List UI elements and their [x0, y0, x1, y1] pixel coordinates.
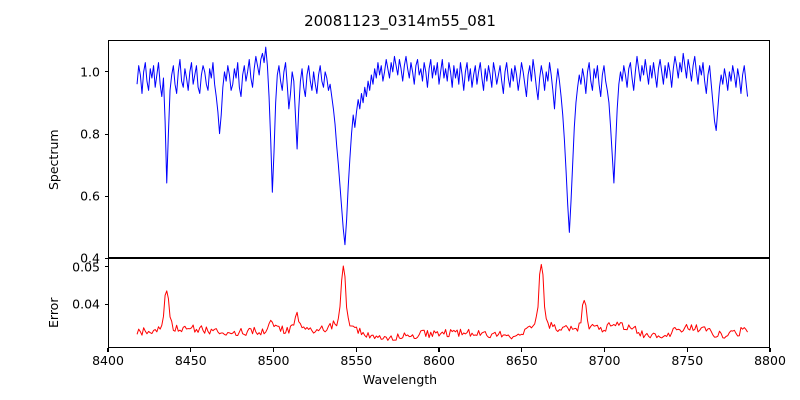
yticklabel-bot-0.05: 0.05 [72, 259, 100, 275]
xticklabel-8400: 8400 [92, 353, 124, 368]
error-plot-area [109, 259, 769, 347]
xticklabel-8750: 8750 [671, 353, 704, 368]
spectrum-plot-area [109, 41, 769, 257]
ytick-top-0.6 [104, 196, 108, 198]
ytick-bot-0.04 [104, 303, 108, 305]
xtick-8650 [521, 348, 523, 352]
xtick-8500 [272, 348, 275, 352]
yticklabel-bot-0.04: 0.04 [72, 296, 100, 312]
xticklabel-8650: 8650 [505, 353, 538, 368]
xtick-8700 [603, 348, 606, 352]
xticklabel-8800: 8800 [754, 353, 786, 368]
xticklabel-8700: 8700 [588, 353, 621, 368]
xticklabel-8450: 8450 [174, 353, 207, 368]
xticklabel-8500: 8500 [257, 353, 290, 368]
xtick-8800 [769, 348, 771, 352]
yticklabel-top-1.0: 1.0 [80, 64, 100, 80]
xticklabel-8550: 8550 [340, 353, 373, 368]
spectrum-axis-label: Spectrum [46, 129, 61, 190]
xtick-8450 [190, 348, 192, 352]
xtick-8400 [107, 348, 109, 352]
xtick-8750 [686, 348, 688, 352]
ytick-bot-0.05 [104, 266, 108, 268]
xtick-8600 [438, 348, 440, 352]
wavelength-axis-label: Wavelength [362, 372, 438, 387]
spectrum-axes [108, 40, 770, 258]
ytick-top-0.4 [104, 258, 108, 260]
error-axes [108, 258, 770, 348]
error-axis-label: Error [46, 297, 61, 328]
xticklabel-8600: 8600 [423, 353, 455, 368]
yticklabel-top-0.8: 0.8 [80, 126, 100, 142]
ytick-top-0.8 [104, 133, 108, 135]
figure-title: 20081123_0314m55_081 [304, 12, 496, 30]
ytick-top-1.0 [104, 71, 108, 73]
yticklabel-top-0.4: 0.4 [80, 250, 100, 266]
xtick-8550 [355, 348, 357, 352]
yticklabel-top-0.6: 0.6 [80, 188, 100, 204]
